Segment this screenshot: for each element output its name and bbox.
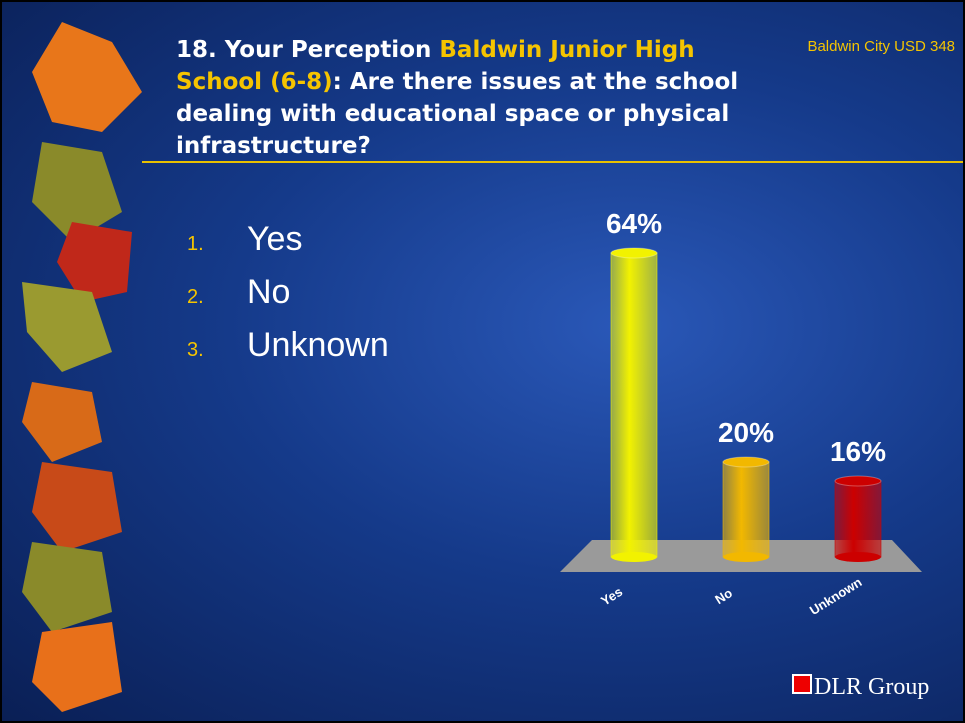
option: 3. Unknown — [187, 326, 389, 365]
option-text: No — [247, 273, 291, 311]
bar — [834, 480, 882, 558]
title-suffix: : Are there issues at the school dealing… — [176, 69, 739, 159]
logo: DLR Group — [792, 674, 929, 701]
bar — [610, 252, 658, 558]
option-number: 1. — [187, 233, 204, 255]
x-tick-label: No — [712, 585, 735, 607]
title-prefix: 18. Your Perception — [176, 37, 440, 63]
leaves-decoration — [22, 22, 142, 712]
title-highlight: Baldwin Junior High School (6-8) — [176, 37, 695, 95]
logo-text: DLR Group — [814, 674, 930, 700]
divider — [142, 161, 963, 163]
option-number: 3. — [187, 339, 204, 361]
question-title: 18. Your Perception Baldwin Junior High … — [176, 34, 766, 162]
x-tick-label: Yes — [598, 584, 625, 609]
option: 2. No — [187, 273, 290, 312]
bar-top — [610, 247, 658, 259]
option-text: Unknown — [247, 326, 389, 364]
header: Baldwin City USD 348 — [807, 38, 955, 55]
value-label: 20% — [718, 417, 774, 448]
value-label: 16% — [830, 436, 886, 467]
bar-top — [722, 456, 770, 468]
option-number: 2. — [187, 286, 204, 308]
x-tick-label: Unknown — [807, 574, 865, 618]
option: 1. Yes — [187, 220, 302, 259]
bar-top — [834, 475, 882, 487]
bar — [722, 461, 770, 558]
option-text: Yes — [247, 220, 303, 258]
value-label: 64% — [606, 208, 662, 239]
